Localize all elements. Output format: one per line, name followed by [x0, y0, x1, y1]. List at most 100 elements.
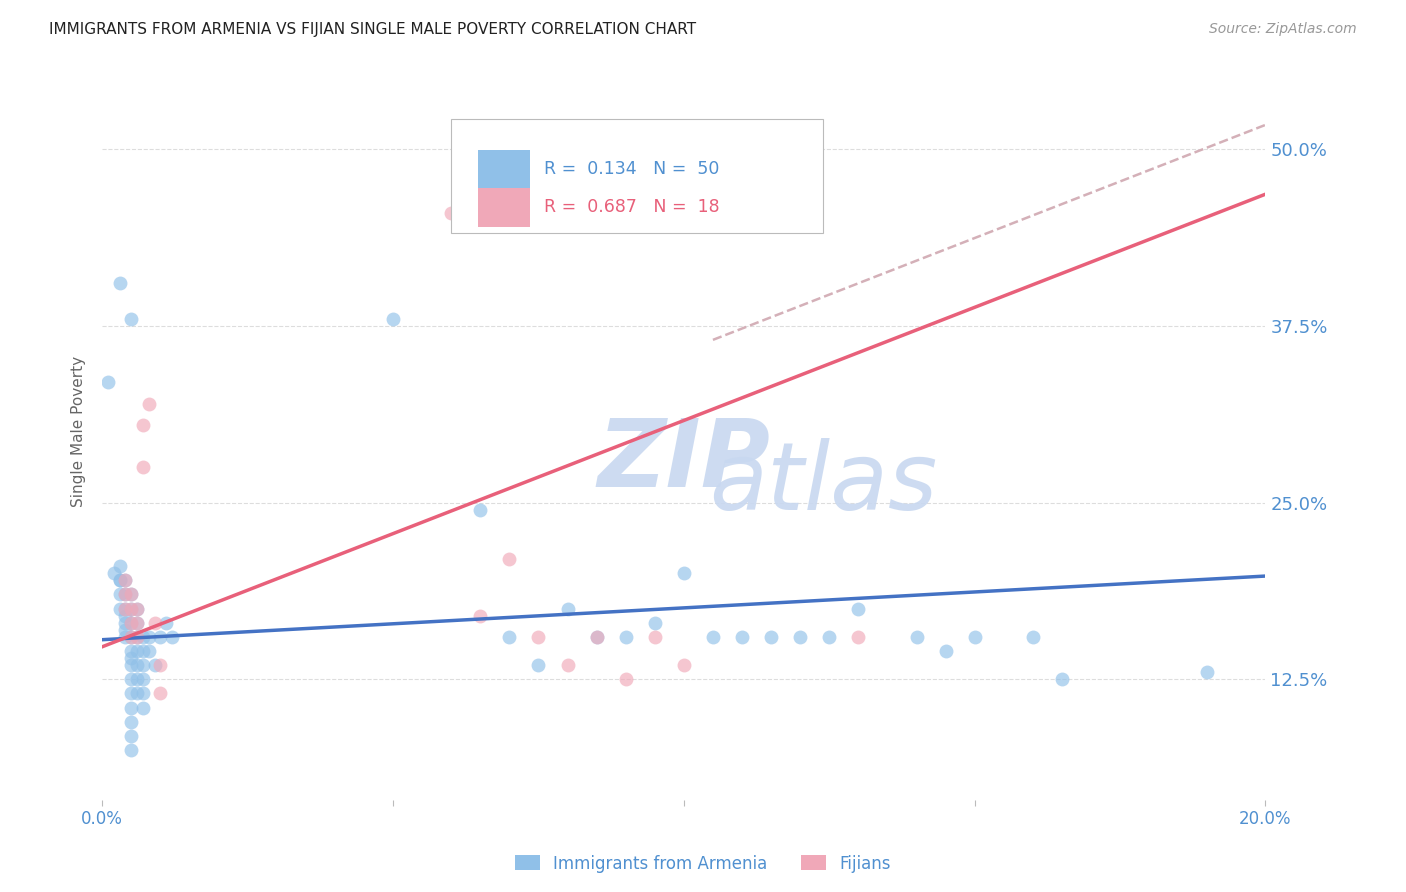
Point — [470, 502, 492, 516]
Point — [644, 615, 666, 630]
Point — [614, 673, 637, 687]
Point — [120, 700, 142, 714]
Point — [527, 630, 550, 644]
Point — [114, 615, 136, 630]
Point — [120, 658, 142, 673]
Point — [440, 205, 463, 219]
Point — [108, 574, 131, 588]
Text: Source: ZipAtlas.com: Source: ZipAtlas.com — [1209, 22, 1357, 37]
Point — [108, 601, 131, 615]
Point — [127, 630, 149, 644]
Point — [585, 630, 607, 644]
Point — [120, 743, 142, 757]
Point — [149, 658, 172, 673]
Text: atlas: atlas — [709, 438, 938, 529]
Point — [557, 658, 579, 673]
Point — [132, 673, 155, 687]
Y-axis label: Single Male Poverty: Single Male Poverty — [72, 356, 86, 508]
Point — [108, 574, 131, 588]
Point — [114, 601, 136, 615]
Text: R =  0.134   N =  50: R = 0.134 N = 50 — [544, 160, 720, 178]
Point — [120, 615, 142, 630]
Point — [846, 630, 869, 644]
Point — [498, 552, 520, 566]
Point — [1197, 665, 1219, 680]
Point — [498, 630, 520, 644]
Point — [120, 644, 142, 658]
Point — [935, 644, 957, 658]
Bar — [478, 188, 530, 227]
Point — [120, 601, 142, 615]
Point — [702, 630, 724, 644]
Point — [127, 630, 149, 644]
Point — [120, 714, 142, 729]
Point — [1022, 630, 1045, 644]
Point — [132, 700, 155, 714]
Point — [127, 615, 149, 630]
Point — [149, 630, 172, 644]
Point — [138, 396, 160, 410]
Point — [672, 566, 695, 581]
Point — [818, 630, 841, 644]
Point — [127, 615, 149, 630]
Point — [120, 311, 142, 326]
Point — [114, 608, 136, 623]
Point — [127, 658, 149, 673]
Point — [114, 623, 136, 637]
Point — [120, 729, 142, 743]
Point — [127, 673, 149, 687]
Point — [97, 376, 120, 390]
Point — [120, 630, 142, 644]
Point — [138, 644, 160, 658]
Point — [614, 630, 637, 644]
Point — [382, 311, 405, 326]
Point — [789, 630, 811, 644]
Point — [470, 608, 492, 623]
FancyBboxPatch shape — [451, 120, 824, 233]
Point — [114, 601, 136, 615]
Point — [120, 587, 142, 601]
Point — [108, 277, 131, 291]
Point — [138, 630, 160, 644]
Point — [120, 686, 142, 700]
Point — [120, 601, 142, 615]
Point — [120, 651, 142, 665]
Legend: Immigrants from Armenia, Fijians: Immigrants from Armenia, Fijians — [509, 848, 897, 880]
Point — [731, 630, 754, 644]
Point — [644, 630, 666, 644]
Point — [114, 587, 136, 601]
Point — [1050, 673, 1073, 687]
Point — [120, 587, 142, 601]
Point — [963, 630, 986, 644]
Point — [114, 574, 136, 588]
Point — [132, 644, 155, 658]
Point — [114, 574, 136, 588]
Point — [846, 601, 869, 615]
Bar — [478, 150, 530, 188]
Point — [127, 686, 149, 700]
Point — [120, 673, 142, 687]
Point — [585, 630, 607, 644]
Text: ZIP: ZIP — [598, 415, 770, 508]
Point — [132, 630, 155, 644]
Point — [127, 601, 149, 615]
Point — [127, 601, 149, 615]
Point — [149, 686, 172, 700]
Point — [120, 615, 142, 630]
Point — [132, 460, 155, 475]
Point — [160, 630, 183, 644]
Point — [108, 559, 131, 574]
Point — [132, 686, 155, 700]
Point — [132, 417, 155, 432]
Point — [527, 658, 550, 673]
Point — [103, 566, 125, 581]
Text: R =  0.687   N =  18: R = 0.687 N = 18 — [544, 199, 720, 217]
Point — [905, 630, 928, 644]
Point — [672, 658, 695, 673]
Point — [108, 587, 131, 601]
Point — [114, 587, 136, 601]
Point — [143, 615, 166, 630]
Point — [470, 205, 492, 219]
Point — [132, 658, 155, 673]
Text: IMMIGRANTS FROM ARMENIA VS FIJIAN SINGLE MALE POVERTY CORRELATION CHART: IMMIGRANTS FROM ARMENIA VS FIJIAN SINGLE… — [49, 22, 696, 37]
